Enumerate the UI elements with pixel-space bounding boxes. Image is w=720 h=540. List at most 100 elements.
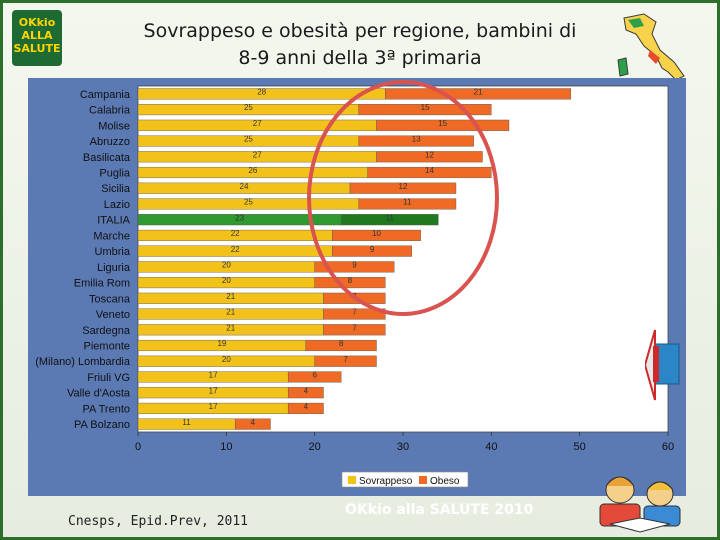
bar-obeso-15 [323, 324, 386, 336]
category-label: Marche [93, 230, 130, 242]
legend-swatch-obeso [419, 476, 427, 484]
note-sovr-value: 23,0% [530, 182, 565, 195]
bar-value-label: 12 [425, 150, 434, 159]
bar-obeso-21 [234, 418, 271, 430]
x-tick-label: 30 [397, 441, 409, 453]
bar-value-label: 26 [248, 166, 257, 175]
category-label: PA Trento [83, 403, 131, 415]
x-tick-label: 20 [309, 441, 321, 453]
category-label: Calabria [89, 105, 131, 117]
bar-value-label: 27 [253, 150, 262, 159]
bar-value-label: 17 [209, 371, 218, 380]
bar-value-label: 25 [244, 198, 253, 207]
bar-value-label: 4 [304, 386, 309, 395]
category-label: Sardegna [82, 325, 131, 337]
bar-obeso-16 [305, 339, 377, 352]
children-reading-illustration-icon [599, 476, 681, 533]
bar-value-label: 27 [253, 119, 262, 128]
bar-value-label: 4 [251, 418, 256, 427]
note-italia: ITALIA [530, 140, 564, 153]
bar-obeso-18 [287, 371, 342, 383]
okkio-logo: OKkio ALLA SALUTE [12, 10, 62, 66]
note-sovr-ci: (IC 95%: 22,5%-23,6%) [530, 196, 659, 209]
bar-obeso-7 [358, 198, 457, 210]
legend-swatch-sovrappeso [348, 476, 356, 484]
footer-source: Cnesps, Epid.Prev, 2011 [68, 514, 249, 529]
bar-value-label: 19 [217, 339, 226, 348]
bar-value-label: 20 [222, 355, 231, 364]
bar-value-label: 15 [438, 119, 447, 128]
bar-obeso-1 [358, 104, 492, 116]
category-label: Abruzzo [90, 136, 130, 148]
bar-value-label: 17 [209, 402, 218, 411]
note-obeso-value: 11,2% [530, 246, 565, 259]
bar-value-label: 10 [372, 229, 381, 238]
category-label: Sicilia [101, 183, 131, 195]
bar-value-label: 25 [244, 135, 253, 144]
legend: Sovrappeso Obeso [341, 471, 469, 488]
category-label: ITALIA [97, 215, 130, 227]
category-label: Campania [80, 89, 131, 101]
x-tick-label: 40 [485, 441, 497, 453]
bar-obeso-8 [340, 214, 439, 226]
bar-value-label: 12 [399, 182, 408, 191]
bar-obeso-3 [358, 135, 474, 147]
category-label: PA Bolzano [74, 419, 130, 431]
note-obeso-ci: (IC 95%: 10,7%-11,6%) [530, 260, 659, 273]
bar-value-label: 7 [352, 308, 357, 317]
category-label: Valle d'Aosta [67, 388, 131, 400]
stima-box: Stima di bambini di 6-11 anni sovrappeso… [449, 316, 649, 406]
category-label: Liguria [97, 262, 131, 274]
stima-line-2: circa 1 milione e centomila, di cui quas… [457, 367, 636, 389]
bar-obeso-10 [332, 245, 413, 257]
slide-title: Sovrappeso e obesità per regione, bambin… [110, 18, 610, 72]
bar-value-label: 20 [222, 261, 231, 270]
category-label: Piemonte [84, 341, 130, 353]
note-obeso-title: Obeso [530, 232, 565, 245]
highlight-circle [307, 80, 499, 316]
bar-obeso-0 [385, 88, 572, 100]
bar-value-label: 20 [222, 276, 231, 285]
bar-value-label: 22 [231, 245, 240, 254]
title-line-2: 8-9 anni della 3ª primaria [238, 47, 482, 69]
note-obeso: Obeso 11,2% (IC 95%: 10,7%-11,6%) [530, 232, 680, 274]
legend-obeso: Obeso [430, 476, 460, 487]
bar-value-label: 11 [386, 213, 395, 222]
bar-obeso-5 [367, 166, 492, 179]
bar-value-label: 15 [421, 103, 430, 112]
category-label: Friuli VG [87, 372, 130, 384]
category-label: Molise [98, 120, 130, 132]
bar-obeso-20 [287, 402, 324, 414]
category-label: Puglia [99, 168, 130, 180]
x-tick-label: 10 [220, 441, 232, 453]
x-tick-label: 60 [662, 441, 674, 453]
legend-sovrappeso: Sovrappeso [359, 476, 413, 487]
bar-value-label: 25 [244, 103, 253, 112]
category-label: Toscana [89, 293, 131, 305]
legend-box [341, 471, 469, 488]
bar-obeso-12 [314, 277, 386, 289]
bar-value-label: 24 [240, 182, 249, 191]
category-label: Umbria [95, 246, 131, 258]
bar-value-label: 17 [209, 386, 218, 395]
bar-value-label: 28 [257, 88, 266, 97]
bar-obeso-19 [287, 387, 324, 399]
bar-chart: 28 21 25 15 27 15 25 13 27 12 26 14 24 12 25 11 23 11 22 10… [35, 80, 674, 488]
bar-obeso-11 [314, 261, 395, 273]
bar-obeso-14 [323, 308, 386, 320]
logo-line-1: OKkio [18, 16, 56, 29]
bar-value-label: 7 [343, 355, 348, 364]
bar-value-label: 21 [226, 292, 235, 301]
category-label: (Milano) Lombardia [35, 356, 131, 368]
bar-value-label: 4 [304, 402, 309, 411]
logo-line-3: SALUTE [13, 42, 61, 55]
left-arrow-icon [645, 329, 680, 401]
bar-value-label: 21 [474, 88, 483, 97]
bar-value-label: 11 [182, 418, 191, 427]
bar-value-label: 6 [312, 371, 317, 380]
category-label: Emilia Rom [74, 278, 130, 290]
category-label: Veneto [96, 309, 130, 321]
bar-value-label: 21 [226, 323, 235, 332]
bar-value-label: 9 [370, 245, 375, 254]
footer-okkio: OKkio alla SALUTE 2010 [345, 502, 534, 518]
